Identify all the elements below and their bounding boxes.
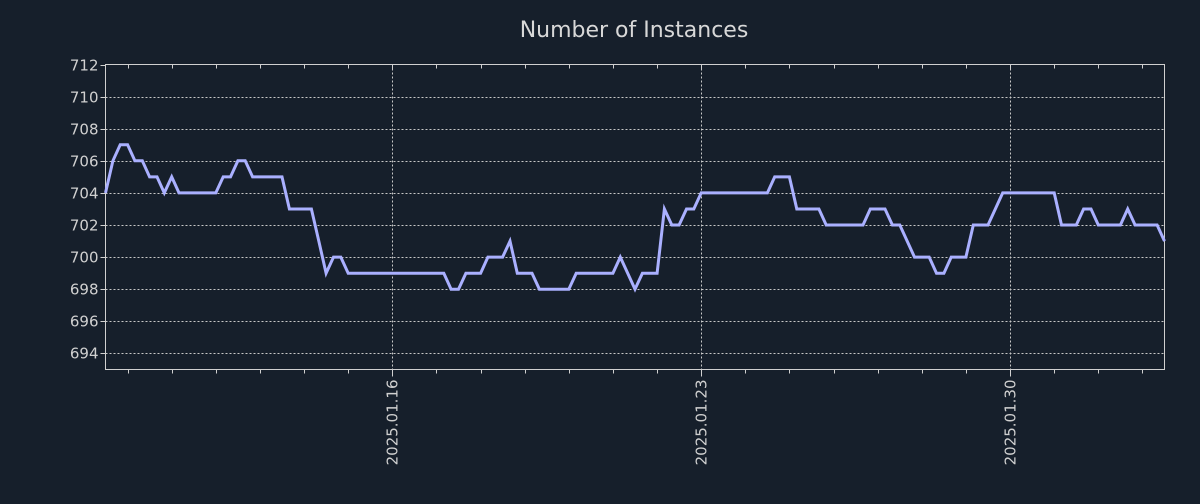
x-tick-label: 2025.01.16	[384, 380, 402, 466]
y-tick-label: 710	[70, 89, 99, 107]
axis-ticks: 694 696 698 700 702 704 706 708 710 712 2025.01.16…	[70, 57, 1143, 466]
x-tick-label: 2025.01.23	[693, 380, 711, 466]
grid	[105, 64, 1165, 370]
y-tick-label: 712	[70, 57, 99, 75]
y-tick-label: 708	[70, 121, 99, 139]
y-tick-label: 706	[70, 153, 99, 171]
series-line	[104, 143, 1166, 293]
y-tick-label: 694	[70, 345, 99, 363]
y-tick-label: 700	[70, 249, 99, 267]
chart-title: Number of Instances	[520, 18, 749, 43]
x-tick-label: 2025.01.30	[1002, 380, 1020, 466]
y-tick-label: 702	[70, 217, 99, 235]
y-tick-label: 696	[70, 313, 99, 331]
y-tick-label: 698	[70, 281, 99, 299]
y-tick-label: 704	[70, 185, 99, 203]
plot-frame	[105, 64, 1165, 370]
